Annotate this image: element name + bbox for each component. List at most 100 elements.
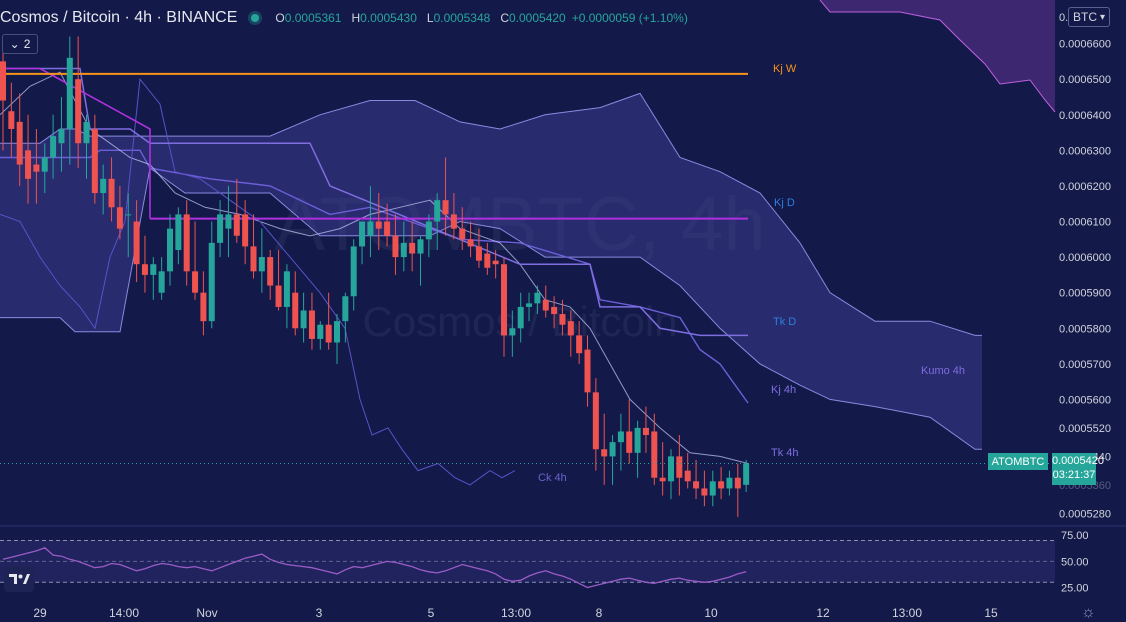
candle-body bbox=[308, 310, 315, 339]
candle-body bbox=[442, 200, 449, 215]
candle-body bbox=[642, 427, 649, 436]
candle-body bbox=[484, 253, 491, 268]
candle-body bbox=[150, 264, 157, 275]
candle-body bbox=[200, 292, 207, 322]
candle-body bbox=[634, 427, 641, 453]
candle-body bbox=[183, 214, 190, 272]
candle-body bbox=[592, 392, 599, 450]
candle-body bbox=[33, 164, 40, 172]
candle-body bbox=[8, 111, 15, 129]
exchange-label: BINANCE bbox=[166, 9, 238, 26]
symbol-separator: · bbox=[152, 9, 167, 26]
chevron-down-icon: ▾ bbox=[1099, 11, 1106, 23]
candle-body bbox=[25, 150, 32, 179]
price-axis-tick: 0.0005900 bbox=[1059, 288, 1111, 300]
candle-body bbox=[701, 488, 708, 496]
indicator-line-label: Ck 4h bbox=[538, 472, 567, 484]
low-value: 0.0005348 bbox=[433, 11, 491, 25]
candle-body bbox=[467, 239, 474, 247]
candle-body bbox=[392, 235, 399, 258]
time-axis-tick: 3 bbox=[316, 606, 323, 620]
candle-body bbox=[158, 271, 165, 293]
candle-body bbox=[192, 271, 199, 293]
bar-countdown: 03:21:37 bbox=[1052, 469, 1096, 481]
candle-body bbox=[325, 324, 332, 343]
high-value: 0.0005430 bbox=[360, 11, 417, 25]
chart-header: Cosmos / Bitcoin · 4h · BINANCE O 0.00053… bbox=[0, 6, 694, 30]
currency-label: BTC bbox=[1072, 10, 1097, 24]
candle-body bbox=[83, 121, 90, 144]
candle-body bbox=[375, 221, 382, 229]
symbol-title[interactable]: Cosmos / Bitcoin bbox=[0, 9, 121, 26]
indicator-line-label: Tk D bbox=[773, 316, 796, 328]
candle-body bbox=[250, 246, 257, 272]
candle-body bbox=[734, 477, 741, 489]
candle-body bbox=[509, 328, 516, 336]
time-axis-tick: 5 bbox=[428, 606, 435, 620]
price-axis-tick: 0.0006600 bbox=[1059, 39, 1111, 51]
candle-body bbox=[601, 449, 608, 457]
candle-body bbox=[459, 228, 466, 240]
last-price-value: 0.0005420 bbox=[1052, 455, 1104, 467]
chevron-down-icon: ⌄ bbox=[9, 37, 20, 51]
open-value: 0.0005361 bbox=[284, 11, 342, 25]
upper-cloud-fill bbox=[820, 0, 1055, 112]
candle-body bbox=[743, 463, 750, 485]
candle-body bbox=[668, 456, 674, 482]
currency-button[interactable]: BTC ▾ bbox=[1068, 7, 1110, 27]
candle-body bbox=[100, 178, 107, 194]
close-value: 0.0005420 bbox=[508, 11, 566, 25]
candle-body bbox=[534, 292, 541, 304]
indicator-line-label: Tk 4h bbox=[771, 447, 799, 459]
time-axis-tick: 12 bbox=[816, 606, 830, 620]
time-axis-tick: 15 bbox=[984, 606, 998, 620]
candle-body bbox=[300, 310, 307, 329]
candle-body bbox=[526, 303, 533, 307]
indicators-collapse-button[interactable]: ⌄ 2 bbox=[2, 34, 38, 54]
gear-icon[interactable]: ☼ bbox=[1081, 604, 1096, 621]
candle-body bbox=[367, 221, 374, 236]
rsi-line bbox=[2, 547, 747, 589]
candle-body bbox=[434, 200, 441, 222]
candle-body bbox=[267, 257, 274, 286]
candle-body bbox=[501, 264, 507, 336]
candle-body bbox=[609, 442, 616, 457]
candle-body bbox=[551, 306, 558, 315]
candle-body bbox=[450, 214, 457, 229]
candle-body bbox=[208, 242, 215, 322]
candle-body bbox=[283, 271, 290, 307]
low-key: L bbox=[426, 11, 434, 25]
candle-body bbox=[350, 246, 357, 297]
candle-body bbox=[317, 324, 324, 339]
candle-body bbox=[567, 321, 574, 336]
candle-body bbox=[359, 221, 366, 247]
indicators-count: 2 bbox=[23, 37, 31, 51]
candle-body bbox=[576, 335, 583, 354]
price-axis-tick: 0.0005280 bbox=[1059, 508, 1111, 520]
candle-body bbox=[684, 470, 691, 482]
candle-body bbox=[242, 214, 249, 247]
candle-body bbox=[492, 260, 499, 265]
price-axis-tick: 0.0006100 bbox=[1059, 217, 1111, 229]
candle-body bbox=[709, 481, 716, 496]
indicator-line-label: Kj D bbox=[774, 197, 795, 209]
rsi-axis-tick: 50.00 bbox=[1061, 556, 1089, 568]
upper-cloud-edge bbox=[819, 0, 1056, 113]
time-axis-tick: 13:00 bbox=[892, 606, 922, 620]
indicator-line-label: Kumo 4h bbox=[921, 365, 965, 377]
tradingview-logo-icon[interactable] bbox=[4, 566, 34, 592]
price-axis-tick: 0.0006500 bbox=[1059, 74, 1111, 86]
high-key: H bbox=[351, 11, 361, 25]
candle-body bbox=[16, 121, 23, 165]
candle-body bbox=[542, 299, 549, 311]
time-axis-tick: 8 bbox=[596, 606, 603, 620]
candle-body bbox=[693, 481, 700, 489]
price-axis-tick: 0.0006200 bbox=[1059, 181, 1111, 193]
candle-body bbox=[651, 431, 658, 478]
time-axis-tick: 10 bbox=[704, 606, 718, 620]
symbol-price-tag: ATOMBTC bbox=[988, 453, 1048, 470]
interval-label[interactable]: 4h bbox=[134, 9, 153, 26]
candle-body bbox=[718, 481, 725, 489]
candle-body bbox=[517, 306, 524, 329]
